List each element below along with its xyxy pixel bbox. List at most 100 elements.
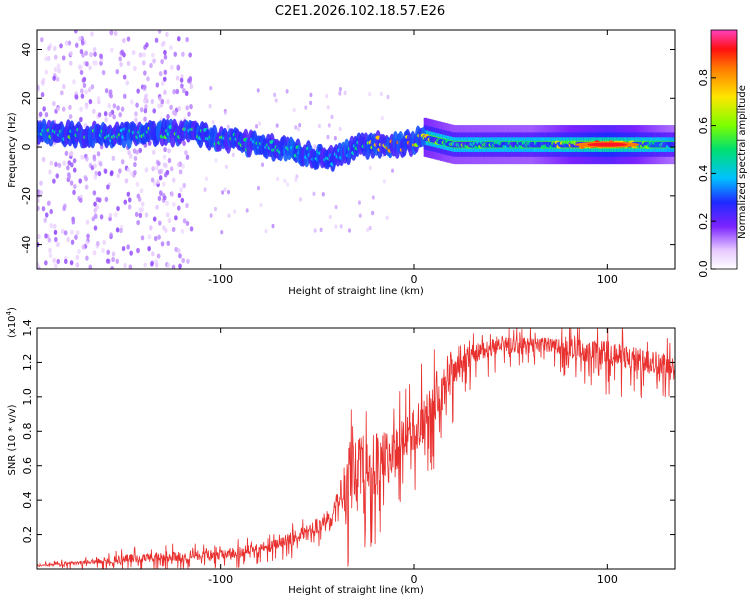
heat-speckle: [319, 227, 323, 233]
colorbar-tick-label: 0.2: [697, 212, 710, 230]
heat-speckle: [115, 227, 120, 233]
heat-speckle: [127, 197, 132, 203]
heat-speckle: [37, 262, 40, 268]
heat-speckle: [122, 37, 126, 44]
heat-speckle: [294, 177, 298, 182]
heat-speckle: [176, 205, 181, 211]
heat-speckle: [93, 225, 98, 231]
heat-speckle: [155, 165, 159, 171]
heat-speckle: [53, 54, 58, 60]
heat-speckle: [152, 180, 157, 186]
heat-speckle: [52, 257, 56, 263]
heat-speckle: [385, 215, 389, 220]
colorbar-label: Normalized spectral amplitude: [737, 85, 748, 239]
heat-speckle: [123, 199, 128, 205]
heat-speckle: [213, 206, 217, 212]
colorbar-tick-label: 0.8: [697, 69, 710, 87]
heat-speckle: [62, 84, 66, 90]
heat-speckle: [47, 45, 51, 51]
heat-speckle: [157, 195, 162, 202]
heat-speckle: [151, 251, 155, 257]
heat-speckle: [220, 229, 224, 235]
heat-speckle: [176, 64, 181, 70]
heat-speckle: [75, 230, 80, 236]
heat-speckle: [226, 189, 230, 195]
heat-speckle: [78, 35, 82, 42]
y-tick-label: 20: [20, 91, 33, 105]
heat-speckle: [348, 228, 352, 233]
y-tick-label: 1.0: [21, 388, 34, 406]
heat-speckle: [185, 37, 189, 43]
heat-speckle: [93, 174, 98, 180]
heat-speckle: [145, 42, 149, 48]
heat-speckle: [111, 155, 116, 161]
heat-speckle: [169, 166, 174, 172]
heat-speckle: [49, 208, 53, 215]
heat-speckle: [44, 112, 49, 118]
heat-speckle: [146, 76, 150, 82]
heat-speckle: [97, 112, 102, 118]
heat-speckle: [181, 257, 185, 264]
heat-speckle: [52, 100, 56, 107]
heat-speckle: [49, 223, 54, 229]
heat-speckle: [67, 40, 72, 46]
heat-speckle: [157, 103, 161, 109]
heat-speckle: [74, 234, 78, 240]
heat-speckle: [131, 49, 136, 56]
heat-speckle: [118, 56, 123, 62]
heat-speckle: [75, 262, 80, 268]
heat-speckle: [138, 212, 143, 218]
heat-speckle: [224, 164, 228, 170]
heat-speckle: [44, 233, 48, 239]
heat-speckle: [44, 56, 48, 62]
heat-speckle: [211, 120, 215, 125]
heat-speckle: [209, 213, 213, 218]
heat-speckle: [166, 212, 170, 218]
heat-speckle: [96, 96, 101, 102]
heat-speckle: [61, 106, 66, 112]
spectrogram-y-label: Frequency (Hz): [7, 112, 18, 188]
heat-speckle: [327, 123, 331, 128]
heat-speckle: [42, 106, 46, 112]
heat-speckle: [178, 169, 183, 175]
x-tick-label: -100: [208, 573, 233, 586]
figure-title: C2E1.2026.102.18.57.E26: [275, 4, 445, 19]
heat-speckle: [276, 176, 280, 182]
heat-speckle: [159, 190, 163, 196]
heat-speckle: [102, 239, 107, 246]
heat-speckle: [68, 104, 72, 110]
heat-speckle: [338, 87, 342, 92]
snr-frame: [36, 327, 676, 570]
heat-speckle: [163, 69, 168, 75]
heat-speckle: [176, 248, 181, 254]
heat-speckle: [343, 90, 347, 96]
heat-speckle: [177, 36, 181, 42]
heat-speckle: [165, 200, 169, 206]
y-tick-label: 1.2: [21, 354, 34, 372]
heat-speckle: [69, 180, 74, 186]
snr-panel: -100 0 100 0.2 0.4 0.6 0.8 1.0 1.2 1.4 Height of …: [5, 307, 676, 596]
heat-speckle: [143, 84, 147, 90]
heat-speckle: [92, 46, 97, 53]
heat-speckle: [203, 187, 207, 192]
heat-speckle: [150, 98, 155, 105]
heat-speckle: [167, 217, 172, 224]
heat-speckle: [330, 114, 334, 120]
heat-speckle: [110, 47, 114, 53]
heat-speckle: [255, 124, 259, 129]
heat-speckle: [166, 262, 171, 268]
heat-speckle: [165, 31, 169, 37]
y-tick-label: 40: [20, 43, 33, 57]
heat-speckle: [90, 84, 95, 90]
heat-speckle: [78, 178, 83, 184]
x-tick-label: 0: [411, 573, 418, 586]
heat-speckle: [260, 162, 264, 167]
heat-speckle: [79, 48, 84, 55]
heat-speckle: [46, 55, 51, 62]
heat-speckle: [338, 91, 342, 96]
heat-speckle: [144, 104, 148, 110]
heat-speckle: [44, 212, 49, 218]
snr-x-label: Height of straight line (km): [288, 585, 424, 596]
heat-speckle: [92, 156, 97, 162]
heat-speckle: [81, 244, 86, 250]
